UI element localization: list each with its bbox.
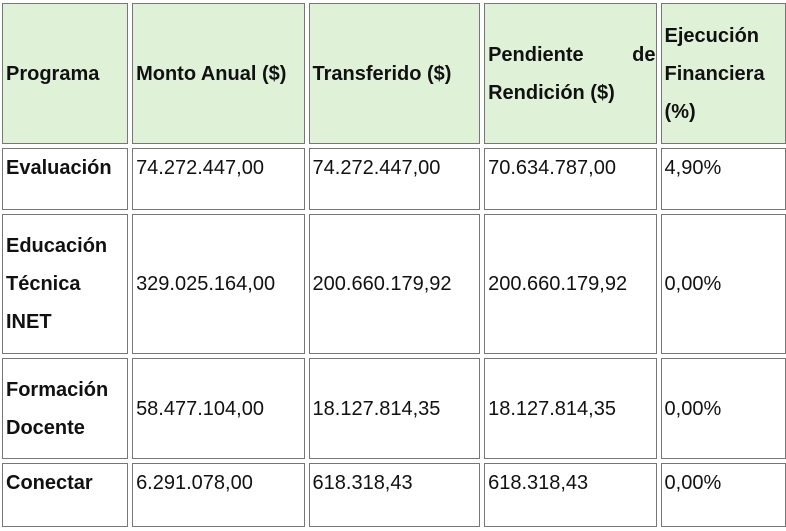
table-row: Conectar 6.291.078,00 618.318,43 618.318… — [2, 463, 786, 527]
header-ejecucion: Ejecución Financiera (%) — [660, 3, 786, 144]
cell-ejecucion: 0,00% — [660, 463, 786, 527]
header-programa: Programa — [2, 3, 129, 144]
cell-transferido: 618.318,43 — [308, 463, 481, 527]
table-row: Formación Docente 58.477.104,00 18.127.8… — [2, 358, 786, 459]
header-monto: Monto Anual ($) — [132, 3, 305, 144]
cell-monto: 6.291.078,00 — [132, 463, 305, 527]
cell-monto: 58.477.104,00 — [132, 358, 305, 459]
cell-programa: Evaluación — [2, 148, 129, 210]
cell-transferido: 74.272.447,00 — [308, 148, 481, 210]
header-pendiente: Pendiente de Rendición ($) — [484, 3, 657, 144]
cell-pendiente: 200.660.179,92 — [484, 214, 657, 354]
table-row: Evaluación 74.272.447,00 74.272.447,00 7… — [2, 148, 786, 210]
header-row: Programa Monto Anual ($) Transferido ($)… — [2, 3, 786, 144]
header-pendiente-line1: Pendiente de — [488, 43, 656, 66]
cell-pendiente: 618.318,43 — [484, 463, 657, 527]
cell-monto: 74.272.447,00 — [132, 148, 305, 210]
cell-monto: 329.025.164,00 — [132, 214, 305, 354]
header-pendiente-line2: Rendición ($) — [488, 81, 615, 104]
cell-programa: Educación Técnica INET — [2, 214, 129, 354]
cell-transferido: 200.660.179,92 — [308, 214, 481, 354]
cell-transferido: 18.127.814,35 — [308, 358, 481, 459]
header-ejecucion-line1: Ejecución — [664, 24, 760, 47]
cell-programa: Formación Docente — [2, 358, 129, 459]
cell-ejecucion: 0,00% — [660, 214, 786, 354]
cell-ejecucion: 4,90% — [660, 148, 786, 210]
header-ejecucion-line3: (%) — [664, 100, 696, 123]
cell-pendiente: 18.127.814,35 — [484, 358, 657, 459]
cell-ejecucion: 0,00% — [660, 358, 786, 459]
header-ejecucion-line2: Financiera — [664, 62, 765, 85]
cell-programa: Conectar — [2, 463, 129, 527]
table-row: Educación Técnica INET 329.025.164,00 20… — [2, 214, 786, 354]
header-transferido: Transferido ($) — [308, 3, 481, 144]
cell-pendiente: 70.634.787,00 — [484, 148, 657, 210]
